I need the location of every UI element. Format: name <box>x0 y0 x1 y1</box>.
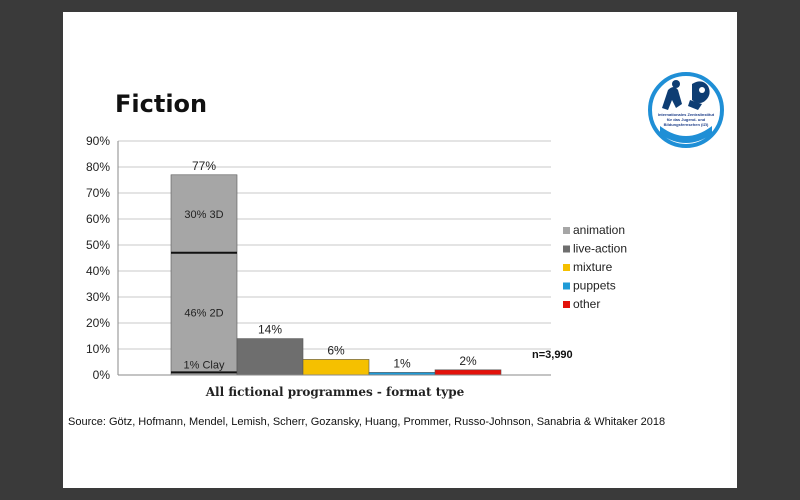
data-label-other: 2% <box>459 354 477 368</box>
izi-logo-icon: Internationales Zentralinstitut für das … <box>648 72 724 148</box>
legend-label-other: other <box>573 297 600 311</box>
bar-other <box>434 369 502 376</box>
legend-swatch-other <box>563 301 570 308</box>
slide: Fiction Internationales Zentralinstitut … <box>63 12 737 488</box>
y-tick-label: 0% <box>93 368 111 382</box>
source-citation: Source: Götz, Hofmann, Mendel, Lemish, S… <box>68 416 666 428</box>
data-label-animation: 77% <box>192 159 216 173</box>
segment-label: 46% 2D <box>184 308 223 320</box>
segment-label: 1% Clay <box>184 359 225 371</box>
legend-label-puppets: puppets <box>573 279 616 293</box>
slide-title: Fiction <box>115 90 208 118</box>
y-tick-label: 30% <box>86 290 110 304</box>
legend-label-animation: animation <box>573 223 625 237</box>
svg-text:Internationales Zentralinstitu: Internationales Zentralinstitut <box>658 112 715 117</box>
svg-text:Bildungsfernsehen (IZI): Bildungsfernsehen (IZI) <box>664 122 709 127</box>
data-label-puppets: 1% <box>393 356 411 370</box>
legend-swatch-puppets <box>563 282 570 290</box>
legend-swatch-animation <box>563 227 570 234</box>
y-tick-label: 40% <box>86 264 110 278</box>
legend-label-mixture: mixture <box>573 260 613 274</box>
bar-mixture <box>302 359 370 376</box>
legend-swatch-mixture <box>563 264 570 271</box>
segment-label: 30% 3D <box>184 209 223 221</box>
y-tick-label: 50% <box>86 238 110 252</box>
data-label-mixture: 6% <box>327 343 345 357</box>
y-tick-label: 20% <box>86 316 110 330</box>
sample-size-note: n=3,990 <box>532 349 573 361</box>
legend-swatch-live-action <box>563 245 570 253</box>
legend-label-live-action: live-action <box>573 242 627 256</box>
bar-live-action <box>236 338 304 376</box>
y-tick-label: 70% <box>86 186 110 200</box>
y-tick-label: 90% <box>86 134 110 148</box>
bar-chart: 0% 10% 20% 30% 40% 50% 60% 70% 80% 90% 77% 1% Clay 4… <box>86 134 627 399</box>
data-label-live-action: 14% <box>258 323 282 337</box>
x-axis-title: All fictional programmes - format type <box>205 385 465 399</box>
bar-animation <box>170 174 238 376</box>
svg-text:für das Jugend- und: für das Jugend- und <box>667 117 706 122</box>
y-tick-label: 10% <box>86 342 110 356</box>
y-tick-label: 80% <box>86 160 110 174</box>
y-tick-label: 60% <box>86 212 110 226</box>
